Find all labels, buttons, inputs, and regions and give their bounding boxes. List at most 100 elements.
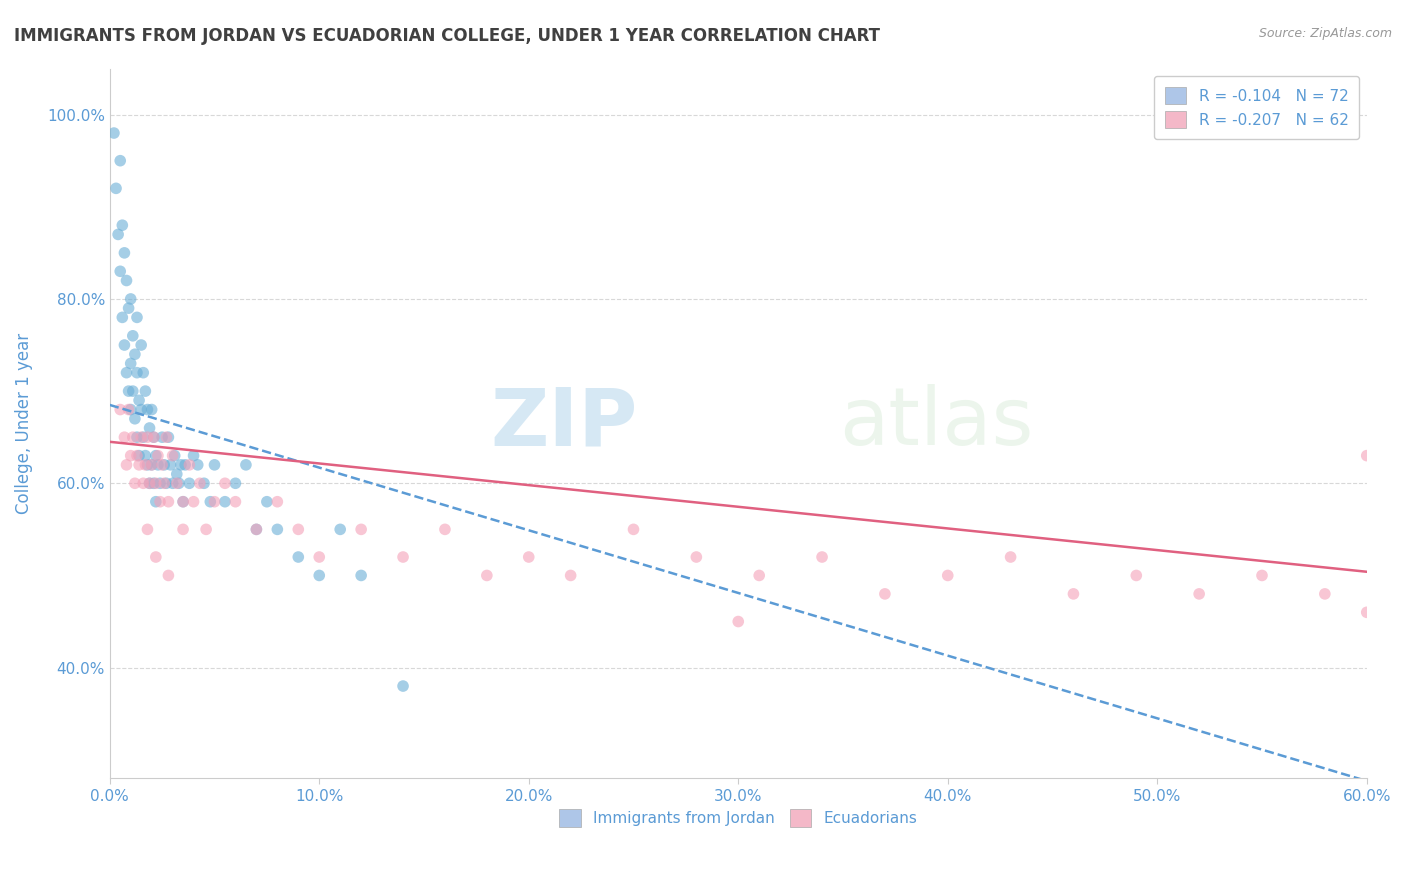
Point (134, 449, 156, 463)
Point (145, 549, 167, 564)
Point (170, 458, 193, 472)
Point (287, 522, 309, 536)
Point (350, 568, 373, 582)
Point (120, 292, 142, 306)
Point (121, 430, 143, 444)
Point (112, 245, 135, 260)
Point (150, 430, 173, 444)
Point (115, 273, 138, 287)
Point (112, 338, 135, 352)
Point (129, 338, 152, 352)
Point (145, 476, 167, 491)
Point (125, 430, 148, 444)
Point (172, 522, 194, 536)
Point (187, 458, 209, 472)
Point (138, 421, 160, 435)
Point (134, 458, 156, 472)
Point (129, 430, 152, 444)
Point (141, 402, 163, 417)
Text: ZIP: ZIP (491, 384, 638, 462)
Point (166, 467, 188, 481)
Point (163, 449, 186, 463)
Point (1000, 549, 1022, 564)
Point (120, 402, 142, 417)
Point (125, 366, 148, 380)
Point (132, 366, 155, 380)
Point (155, 476, 177, 491)
Point (105, 181, 128, 195)
Point (124, 411, 146, 425)
Point (110, 264, 132, 278)
Point (183, 449, 205, 463)
Point (214, 476, 236, 491)
Point (172, 494, 194, 508)
Point (179, 476, 201, 491)
Point (1062, 587, 1084, 601)
Point (146, 458, 169, 472)
Point (172, 494, 194, 508)
Point (162, 476, 184, 491)
Point (112, 430, 135, 444)
Point (748, 568, 770, 582)
Point (142, 476, 165, 491)
Point (128, 393, 150, 408)
Point (350, 522, 373, 536)
Text: IMMIGRANTS FROM JORDAN VS ECUADORIAN COLLEGE, UNDER 1 YEAR CORRELATION CHART: IMMIGRANTS FROM JORDAN VS ECUADORIAN COL… (14, 27, 880, 45)
Point (124, 476, 146, 491)
Point (125, 449, 148, 463)
Point (141, 458, 163, 472)
Point (129, 402, 152, 417)
Point (136, 458, 159, 472)
Point (141, 458, 163, 472)
Text: Source: ZipAtlas.com: Source: ZipAtlas.com (1258, 27, 1392, 40)
Point (146, 449, 169, 463)
Point (145, 449, 167, 463)
Point (517, 549, 540, 564)
Point (159, 458, 181, 472)
Point (153, 458, 176, 472)
Point (623, 522, 645, 536)
Point (245, 522, 267, 536)
Point (110, 153, 132, 168)
Point (433, 522, 456, 536)
Point (166, 476, 188, 491)
Point (200, 494, 222, 508)
Point (245, 522, 267, 536)
Point (224, 476, 246, 491)
Point (183, 494, 205, 508)
Point (329, 522, 352, 536)
Point (157, 494, 180, 508)
Point (685, 549, 707, 564)
Point (120, 449, 142, 463)
Point (110, 402, 132, 417)
Point (195, 522, 218, 536)
Point (308, 568, 330, 582)
Point (149, 494, 172, 508)
Point (1251, 568, 1274, 582)
Point (1313, 587, 1336, 601)
Point (115, 366, 138, 380)
Point (179, 458, 201, 472)
Point (153, 476, 176, 491)
Point (107, 227, 129, 242)
Point (392, 679, 415, 693)
Point (1355, 449, 1378, 463)
Point (121, 328, 143, 343)
Point (1125, 568, 1147, 582)
Text: atlas: atlas (839, 384, 1033, 462)
Point (111, 218, 134, 232)
Point (873, 587, 896, 601)
Point (560, 568, 582, 582)
Point (120, 356, 142, 370)
Point (266, 522, 288, 536)
Point (111, 310, 134, 325)
Point (136, 522, 159, 536)
Point (174, 458, 197, 472)
Point (124, 347, 146, 361)
Point (134, 384, 156, 398)
Y-axis label: College, Under 1 year: College, Under 1 year (15, 333, 32, 514)
Point (125, 310, 148, 325)
Point (475, 568, 498, 582)
Point (128, 458, 150, 472)
Point (115, 458, 138, 472)
